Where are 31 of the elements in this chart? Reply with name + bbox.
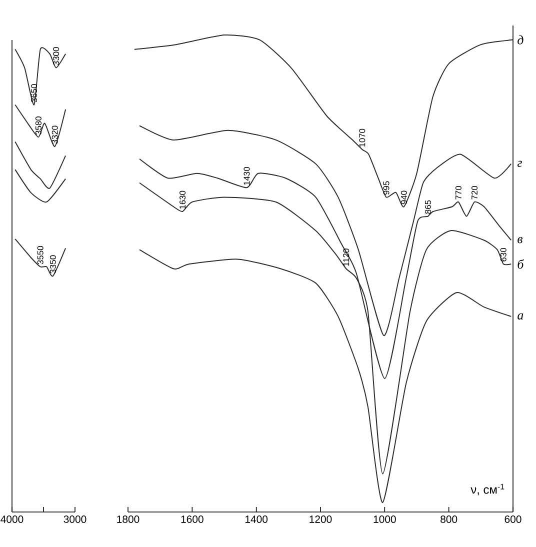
annotation: 3320	[52, 126, 58, 144]
x-tick-label: 1600	[181, 516, 204, 523]
annotation: 1430	[244, 166, 250, 185]
annotation: 3550	[37, 246, 44, 264]
series-label: в	[518, 237, 523, 244]
series-label: г	[517, 160, 522, 167]
x-tick-label: 1800	[117, 516, 140, 523]
annotation: 1630	[180, 190, 186, 209]
x-tick-label: 3000	[64, 516, 86, 523]
annotation: 720	[472, 186, 478, 200]
x-tick-label: 1000	[374, 516, 396, 523]
x-tick-label: 800	[440, 516, 458, 523]
annotation: 1070	[359, 128, 366, 147]
annotation: 3300	[53, 47, 60, 66]
series-label: б	[518, 259, 524, 269]
x-tick-label: 4000	[0, 516, 24, 523]
annotation: 770	[455, 186, 462, 200]
annotation: 1120	[343, 248, 350, 266]
series-label: а	[518, 313, 524, 320]
x-tick-label: 1200	[310, 516, 332, 523]
annotation: 630	[500, 248, 506, 262]
annotation: 3580	[35, 116, 42, 135]
x-tick-label: 1400	[245, 516, 268, 523]
series-label: д	[518, 35, 524, 44]
x-axis-title: ν, см$^{-1}$	[470, 484, 504, 496]
annotation: 940	[400, 190, 407, 204]
annotation: 3650	[31, 84, 38, 102]
annotation: 865	[424, 200, 431, 214]
x-tick-label: 600	[504, 516, 522, 523]
annotation: 3350	[50, 255, 56, 274]
annotation: 995	[383, 181, 390, 195]
